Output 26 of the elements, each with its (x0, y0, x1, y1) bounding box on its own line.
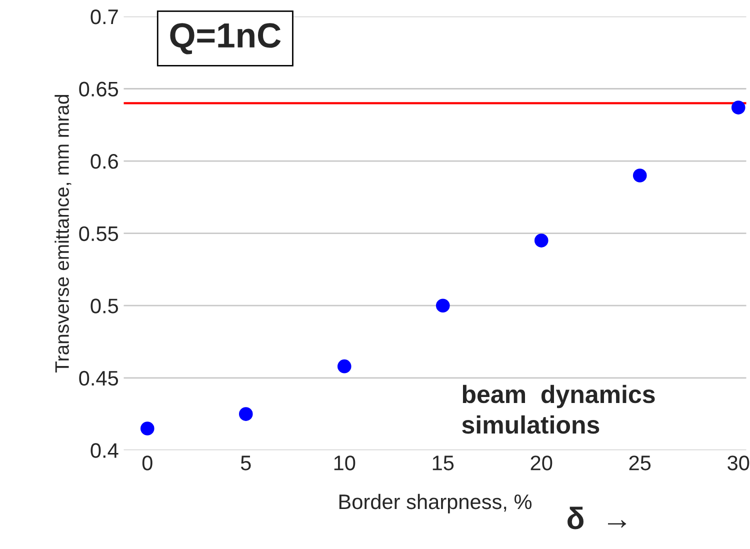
point (731, 100, 746, 114)
x-tick-label: 25 (629, 456, 651, 470)
y-tick-label: 0.65 (79, 82, 118, 97)
y-axis-title: Transverse emittance, mm mrad (54, 95, 72, 372)
x-tick-label: 0 (142, 456, 152, 470)
y-tick-label: 0.45 (79, 370, 118, 386)
x-tick-label: 5 (240, 456, 251, 470)
point (534, 234, 548, 248)
x-tick-label: 30 (728, 456, 750, 470)
annotation: beam dynamics simulations (462, 384, 655, 434)
point (436, 298, 450, 313)
y-tick-label: 0.7 (90, 9, 118, 24)
point (337, 359, 352, 374)
y-tick-label: 0.4 (90, 443, 118, 458)
y-tick-label: 0.55 (79, 226, 118, 242)
y-tick-label: 0.6 (90, 154, 118, 169)
point (140, 422, 154, 436)
x-tick-label: 10 (334, 456, 356, 470)
annotation: Q=1nC (170, 23, 281, 54)
x-tick-label: 20 (530, 456, 552, 470)
y-tick-label: 0.5 (90, 298, 118, 314)
text: δ → (568, 506, 626, 530)
x-axis-title: Border sharpness, % (339, 494, 532, 514)
point (632, 168, 647, 182)
x-tick-label: 15 (432, 456, 454, 470)
point (238, 407, 253, 421)
